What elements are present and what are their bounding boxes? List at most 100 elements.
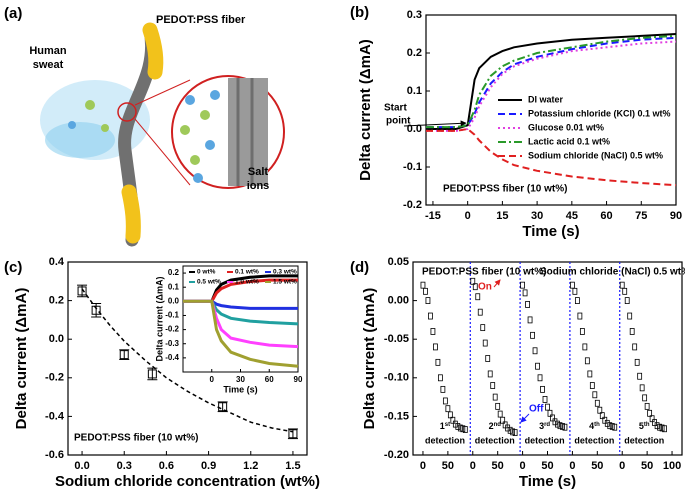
point-marker (522, 289, 528, 297)
point-marker (599, 412, 605, 420)
point-marker (649, 415, 655, 423)
annotation-arrow (493, 279, 501, 288)
point-marker (619, 281, 625, 289)
point-marker (542, 396, 548, 403)
data-line (426, 127, 677, 187)
point-marker (430, 328, 436, 335)
detection-index: 2 (489, 421, 494, 431)
point-marker (597, 406, 603, 414)
detection-suffix: nd (494, 422, 502, 428)
x-axis-label: Time (s) (519, 473, 576, 489)
legend-label: 0.5 wt% (197, 279, 221, 286)
point-marker (607, 422, 613, 430)
point-marker (657, 423, 662, 431)
y-tick-label: -0.4 (165, 353, 179, 362)
x-tick-label: 50 (641, 460, 653, 472)
panel-label: (d) (350, 259, 369, 276)
point-marker (495, 402, 501, 410)
x-tick-label: 50 (591, 460, 603, 472)
point-marker (629, 328, 635, 335)
y-axis-label: Delta current (ΔmA) (357, 39, 374, 181)
sweat-label: Human (29, 45, 67, 57)
legend-label: Glucose 0.01 wt% (528, 122, 604, 132)
x-tick-label: 60 (265, 375, 274, 384)
data-line (426, 40, 677, 132)
error-point (147, 367, 158, 381)
x-tick-label: 0 (465, 210, 471, 222)
y-tick-label: -0.1 (403, 161, 422, 173)
point-marker (440, 385, 446, 393)
detection-suffix: st (445, 422, 450, 428)
point-marker (540, 385, 545, 393)
detection-word: detection (475, 435, 515, 445)
x-tick-label: 90 (670, 210, 682, 222)
point-marker (654, 422, 660, 430)
point-marker (423, 287, 428, 295)
y-tick-label: 0.4 (49, 256, 65, 268)
x-tick-label: 50 (492, 460, 504, 472)
panel-label: (a) (4, 5, 22, 22)
y-tick-label: 0.2 (168, 268, 180, 277)
annotation: PEDOT:PSS fiber (10 wt%) (422, 267, 546, 278)
data-line (183, 299, 299, 368)
x-tick-label: 0.6 (159, 460, 174, 472)
y-tick-label: -0.15 (384, 410, 409, 422)
ion (101, 124, 109, 132)
ion (185, 95, 195, 105)
data-line (81, 288, 294, 433)
x-tick-label: 30 (531, 210, 543, 222)
point-marker (520, 281, 525, 289)
point-marker (505, 424, 511, 432)
point-marker (510, 428, 516, 436)
y-tick-label: 0.00 (388, 295, 409, 307)
point-marker (457, 424, 463, 432)
error-point (91, 302, 102, 318)
point-marker (535, 362, 540, 370)
point-marker (624, 297, 630, 305)
y-tick-label: 0.0 (49, 333, 64, 345)
point-marker (632, 343, 638, 351)
fiber-cap (121, 184, 141, 244)
y-tick-label: 0.0 (168, 296, 180, 305)
x-tick-label: 0.3 (117, 460, 132, 472)
annotation: Sodium chloride (NaCl) 0.5 wt% (540, 267, 685, 278)
ion (200, 110, 210, 120)
annotation-on: On (478, 282, 492, 293)
x-tick-label: 15 (496, 210, 508, 222)
legend-label: 0.1 wt% (235, 269, 259, 276)
x-tick-label: 0 (210, 375, 215, 384)
point-marker (579, 328, 585, 335)
zoom-line (134, 79, 191, 106)
error-point (287, 428, 298, 440)
y-tick-label: -0.2 (165, 325, 179, 334)
point-marker (442, 397, 448, 405)
point-marker (622, 287, 628, 295)
legend-label: 1.5 wt% (273, 279, 297, 286)
ion (205, 140, 215, 150)
y-tick-label: -0.20 (384, 449, 409, 461)
point-marker (477, 308, 483, 316)
legend-label: Potassium chloride (KCl) 0.1 wt% (528, 108, 671, 118)
fiber-zoom (228, 78, 268, 186)
point-marker (452, 420, 458, 428)
point-marker (218, 402, 228, 412)
annotation: Start (384, 103, 407, 114)
data-line (426, 34, 677, 129)
data-line (426, 33, 677, 130)
zoom-spot (117, 102, 137, 122)
point-marker (532, 347, 538, 355)
point-marker (147, 369, 157, 379)
point-marker (425, 297, 431, 305)
y-axis-label: Delta current (ΔmA) (13, 288, 30, 430)
annotation-off: Off (529, 404, 544, 415)
ions-label: Salt (248, 166, 269, 178)
point-marker (485, 355, 491, 362)
y-tick-label: -0.4 (45, 410, 65, 422)
point-marker (577, 312, 583, 320)
detection-suffix: th (594, 422, 600, 428)
point-marker (487, 370, 493, 378)
y-tick-label: -0.2 (45, 372, 64, 384)
y-tick-label: 0.1 (407, 85, 422, 97)
ion (68, 121, 76, 129)
annotation: PEDOT:PSS fiber (10 wt%) (74, 433, 198, 444)
